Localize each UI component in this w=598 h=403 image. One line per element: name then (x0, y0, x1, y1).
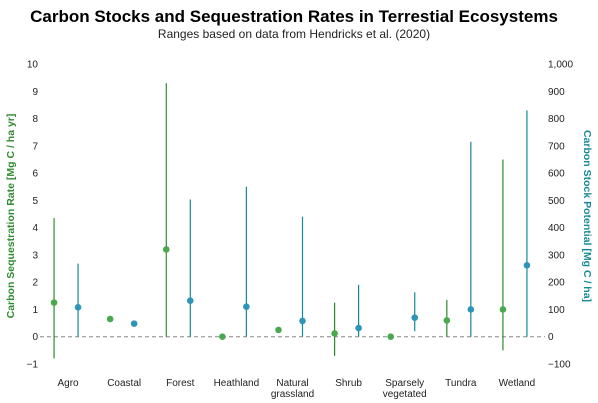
category-label-line: Coastal (107, 378, 141, 389)
stock-point (523, 261, 531, 269)
stock-point (186, 297, 194, 305)
category-label: Heathland (214, 378, 260, 389)
category-label-line: Forest (166, 378, 195, 389)
stock-point (243, 303, 250, 311)
category-label-line: Sparsely (385, 378, 424, 389)
y-left-tick-label: 9 (32, 87, 38, 98)
y-left-tick-label: 4 (32, 223, 38, 234)
y-left-tick-label: 5 (32, 196, 38, 207)
y-right-tick-label: 1,000 (548, 60, 573, 71)
sequestration-point (275, 326, 282, 334)
stock-point (411, 314, 419, 321)
category-label-line: Tundra (445, 378, 477, 389)
stock-point (130, 320, 138, 327)
y-right-tick-label: 0 (548, 332, 554, 343)
category-label: Coastal (107, 378, 141, 389)
sequestration-point (499, 306, 507, 313)
y-axis-left-label: Carbon Sequestration Rate [Mg C / ha yr] (5, 114, 17, 319)
sequestration-point (443, 317, 451, 324)
category-label-line: Natural (276, 378, 308, 389)
category-label-line: Agro (57, 378, 79, 389)
category-label: Shrub (335, 378, 362, 389)
stock-point (355, 324, 362, 332)
sequestration-point (106, 315, 114, 323)
y-left-tick-label: 1 (32, 305, 38, 316)
sequestration-point (387, 333, 395, 341)
sequestration-point (50, 299, 58, 306)
y-right-tick-label: 800 (548, 114, 565, 125)
y-right-tick-label: 500 (548, 196, 565, 207)
category-label-line: Shrub (335, 378, 362, 389)
category-label: Sparsely vegetated (383, 378, 427, 400)
category-label: Tundra (445, 378, 477, 389)
plot-area: −1 0 1 2 3 4 5 6 7 8 9 10 −100 0 100 200 300 400 500 600 700… (27, 60, 574, 401)
category-label-line: Heathland (214, 378, 260, 389)
y-axis-right-label: Carbon Stock Potential [Mg C / ha] (581, 130, 593, 302)
category-label-line: Wetland (499, 378, 536, 389)
stock-point (467, 306, 475, 313)
y-right-tick-label: 300 (548, 250, 565, 261)
category-label-line: grassland (271, 389, 314, 400)
category-label: Agro (57, 378, 79, 389)
category-label: Natural grassland (271, 378, 314, 400)
y-left-tick-label: 0 (32, 332, 38, 343)
y-left-tick-label: 6 (32, 169, 38, 180)
y-left-tick-label: 7 (32, 141, 38, 152)
chart-subtitle: Ranges based on data from Hendricks et a… (158, 27, 430, 41)
y-right-tick-label: 100 (548, 305, 565, 316)
sequestration-point (331, 330, 338, 337)
y-left-tick-label: 8 (32, 114, 38, 125)
y-left-tick-label: −1 (27, 360, 39, 371)
y-right-tick-label: 700 (548, 141, 565, 152)
sequestration-point (162, 246, 170, 253)
category-label: Forest (166, 378, 195, 389)
category-label-line: vegetated (383, 389, 427, 400)
y-left-tick-label: 2 (32, 278, 38, 289)
category-label: Wetland (499, 378, 536, 389)
y-right-tick-label: 200 (548, 278, 565, 289)
y-right-tick-label: 600 (548, 169, 565, 180)
y-right-tick-label: 400 (548, 223, 565, 234)
chart-title: Carbon Stocks and Sequestration Rates in… (30, 7, 558, 26)
y-right-tick-label: 900 (548, 87, 565, 98)
y-right-tick-label: −100 (548, 360, 571, 371)
y-left-tick-label: 10 (27, 60, 39, 71)
y-left-tick-label: 3 (32, 250, 38, 261)
stock-point (299, 317, 306, 325)
stock-point (74, 303, 82, 311)
sequestration-point (219, 333, 226, 341)
